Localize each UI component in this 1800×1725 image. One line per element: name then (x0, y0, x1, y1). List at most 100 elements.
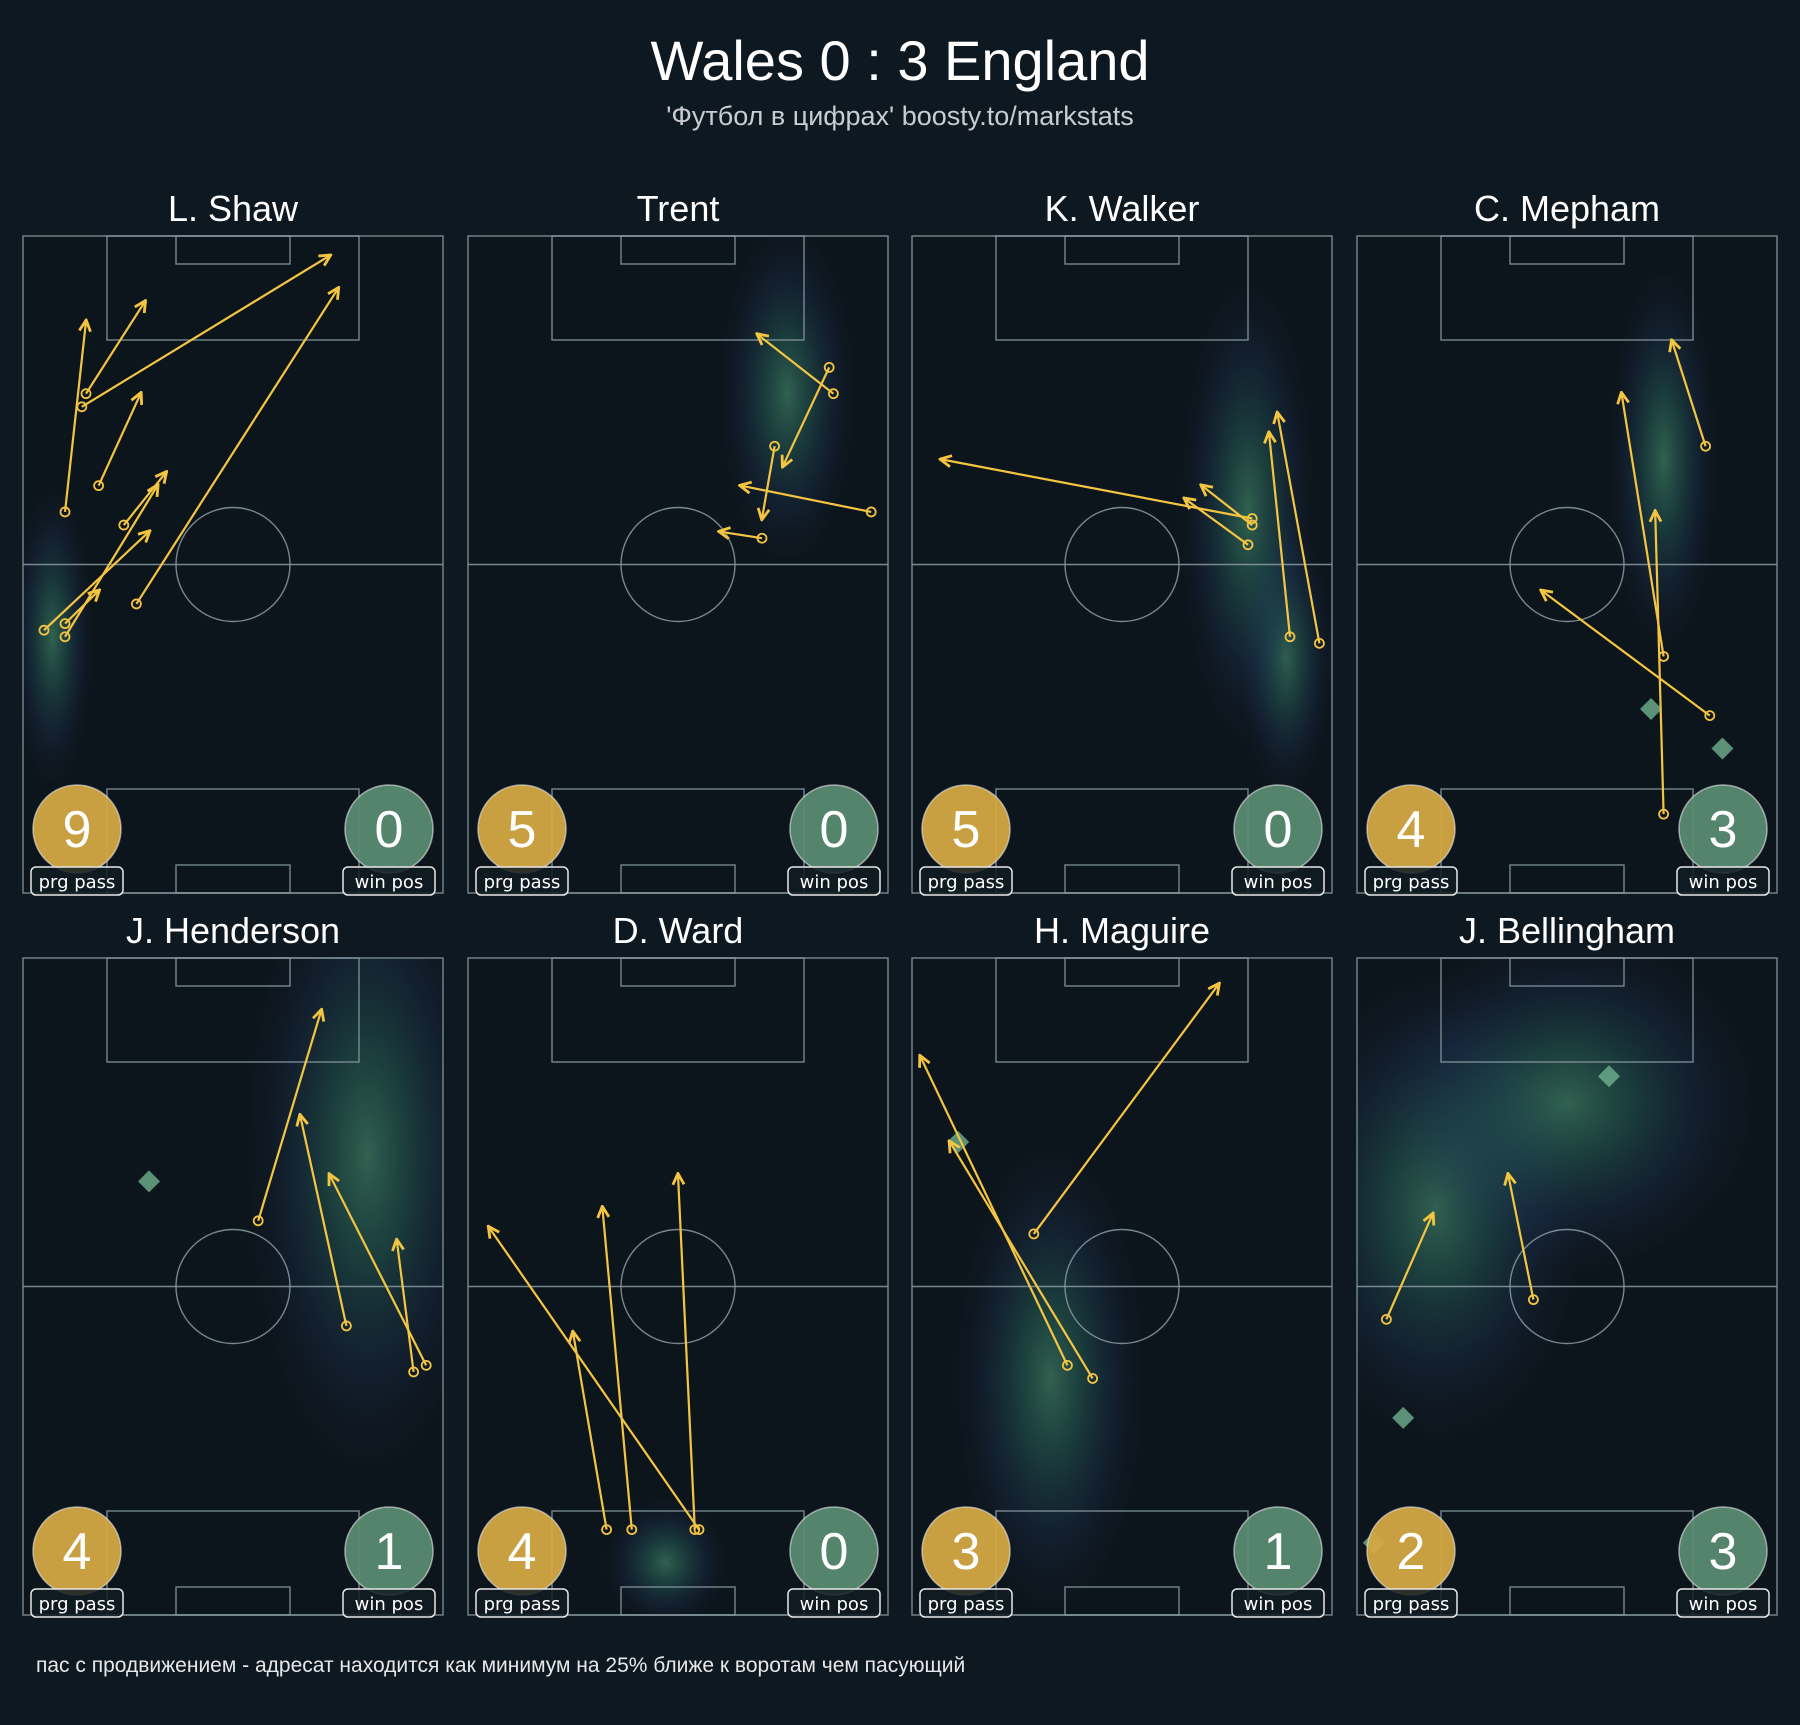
player-panel-k-walker: K. Walker 5 prg pass 0 win pos (911, 188, 1333, 896)
pass-origin (865, 506, 877, 518)
player-panel-trent: Trent 5 prg pass 0 win pos (467, 188, 889, 896)
pass-origin (1087, 1373, 1098, 1384)
pass-origin (1028, 1228, 1040, 1240)
prg-pass-count: 5 (508, 801, 537, 859)
pass-arrow (81, 256, 330, 408)
pass-arrow (1277, 413, 1321, 644)
heatmap (1357, 958, 1756, 1439)
win-pos-badge: 3 win pos (1676, 784, 1770, 896)
win-pos-label: win pos (1689, 1594, 1758, 1615)
prg-pass-badge: 4 prg pass (475, 1506, 569, 1618)
pass-origin (59, 506, 71, 518)
pass-origin (626, 1524, 638, 1535)
prg-pass-label-box (919, 866, 1013, 896)
pass-origin (828, 388, 839, 400)
center-circle (1064, 506, 1180, 623)
footnote: пас с продвижением - адресат находится к… (36, 1654, 965, 1677)
pass-arrow (1508, 1175, 1535, 1300)
win-pos-badge: 0 win pos (1231, 784, 1325, 896)
progressive-pass (118, 473, 166, 531)
progressive-pass (1277, 413, 1325, 649)
win-pos-label: win pos (355, 872, 424, 893)
prg-pass-label: prg pass (39, 1594, 116, 1615)
pass-arrow (330, 1175, 428, 1366)
progressive-pass (1185, 499, 1254, 551)
win-possession-marker (138, 1170, 160, 1193)
prg-pass-badge: 5 prg pass (475, 784, 569, 896)
heat-zone (23, 489, 93, 784)
win-pos-badge: 0 win pos (787, 784, 881, 896)
pass-origin (693, 1524, 705, 1535)
pass-origin (1246, 519, 1258, 531)
pass-origin (1246, 513, 1258, 524)
player-panel-d-ward: D. Ward 4 prg pass 0 win pos (467, 910, 889, 1618)
progressive-pass (1542, 591, 1716, 722)
win-possession-marker (1640, 698, 1662, 721)
progressive-pass (1622, 394, 1669, 662)
progressive-pass (330, 1175, 432, 1371)
progressive-pass (93, 394, 141, 492)
progressive-pass (59, 486, 158, 643)
heat-zone (246, 958, 443, 1471)
center-circle (175, 506, 291, 623)
win-pos-count: 0 (820, 1523, 849, 1581)
pass-origin (1381, 1313, 1392, 1325)
win-pos-label-box (787, 1588, 881, 1618)
pass-arrow (300, 1116, 348, 1327)
win-pos-label-box (1676, 1588, 1770, 1618)
win-pos-count: 1 (375, 1523, 404, 1581)
player-panel-j-henderson: J. Henderson 4 prg pass 1 win pos (22, 910, 444, 1618)
progressive-pass (130, 289, 338, 610)
pass-arrow (63, 321, 86, 513)
win-pos-label-box (787, 866, 881, 896)
prg-pass-badge: 3 prg pass (919, 1506, 1013, 1618)
goal-area-bottom (1509, 1586, 1625, 1616)
win-pos-label-box (1231, 866, 1325, 896)
progressive-pass (1508, 1175, 1539, 1306)
prg-pass-label-box (30, 866, 124, 896)
pass-arrow (85, 302, 145, 395)
pass-origin (1242, 539, 1254, 551)
pass-arrow (257, 1011, 321, 1222)
win-pos-count: 0 (820, 801, 849, 859)
player-name: D. Ward (613, 910, 744, 951)
pass-origin (118, 519, 130, 531)
pass-arrow (397, 1241, 415, 1373)
pass-arrow (1269, 433, 1292, 637)
progressive-pass (1672, 341, 1711, 452)
player-name: Trent (637, 188, 720, 229)
pass-origin (769, 440, 780, 452)
player-name: J. Bellingham (1459, 910, 1675, 951)
center-circle (620, 1228, 736, 1345)
prg-pass-badge: 9 prg pass (30, 784, 124, 896)
pass-arrow (1672, 341, 1707, 447)
center-circle (175, 1228, 291, 1345)
prg-pass-label: prg pass (484, 872, 561, 893)
pass-origin (601, 1524, 612, 1535)
heat-zone (1180, 280, 1316, 744)
win-pos-badge: 0 win pos (342, 784, 436, 896)
progressive-pass (397, 1241, 420, 1378)
pass-arrow (762, 446, 776, 518)
player-panel-c-mepham: C. Mepham 4 prg pass 3 win pos (1356, 188, 1778, 896)
prg-pass-badge: 2 prg pass (1364, 1506, 1458, 1618)
pass-origin (1284, 631, 1296, 643)
prg-pass-badge: 4 prg pass (1364, 784, 1458, 896)
win-pos-count: 0 (1264, 801, 1293, 859)
win-possession-marker (1392, 1406, 1415, 1429)
pass-origin (93, 480, 104, 492)
progressive-pass (1202, 486, 1258, 531)
pass-arrow (602, 1208, 633, 1530)
prg-pass-badge: 5 prg pass (919, 784, 1013, 896)
win-pos-label-box (342, 866, 436, 896)
pass-origin (1658, 808, 1669, 820)
pass-arrow (1185, 499, 1249, 546)
player-name: K. Walker (1045, 188, 1200, 229)
pass-arrow (920, 1057, 1069, 1366)
goal-area-bottom (175, 1586, 291, 1616)
pass-origin (130, 598, 142, 610)
prg-pass-label: prg pass (1373, 872, 1450, 893)
win-possession-marker (1711, 737, 1734, 760)
pass-origin (1314, 637, 1325, 649)
progressive-pass (758, 335, 839, 400)
